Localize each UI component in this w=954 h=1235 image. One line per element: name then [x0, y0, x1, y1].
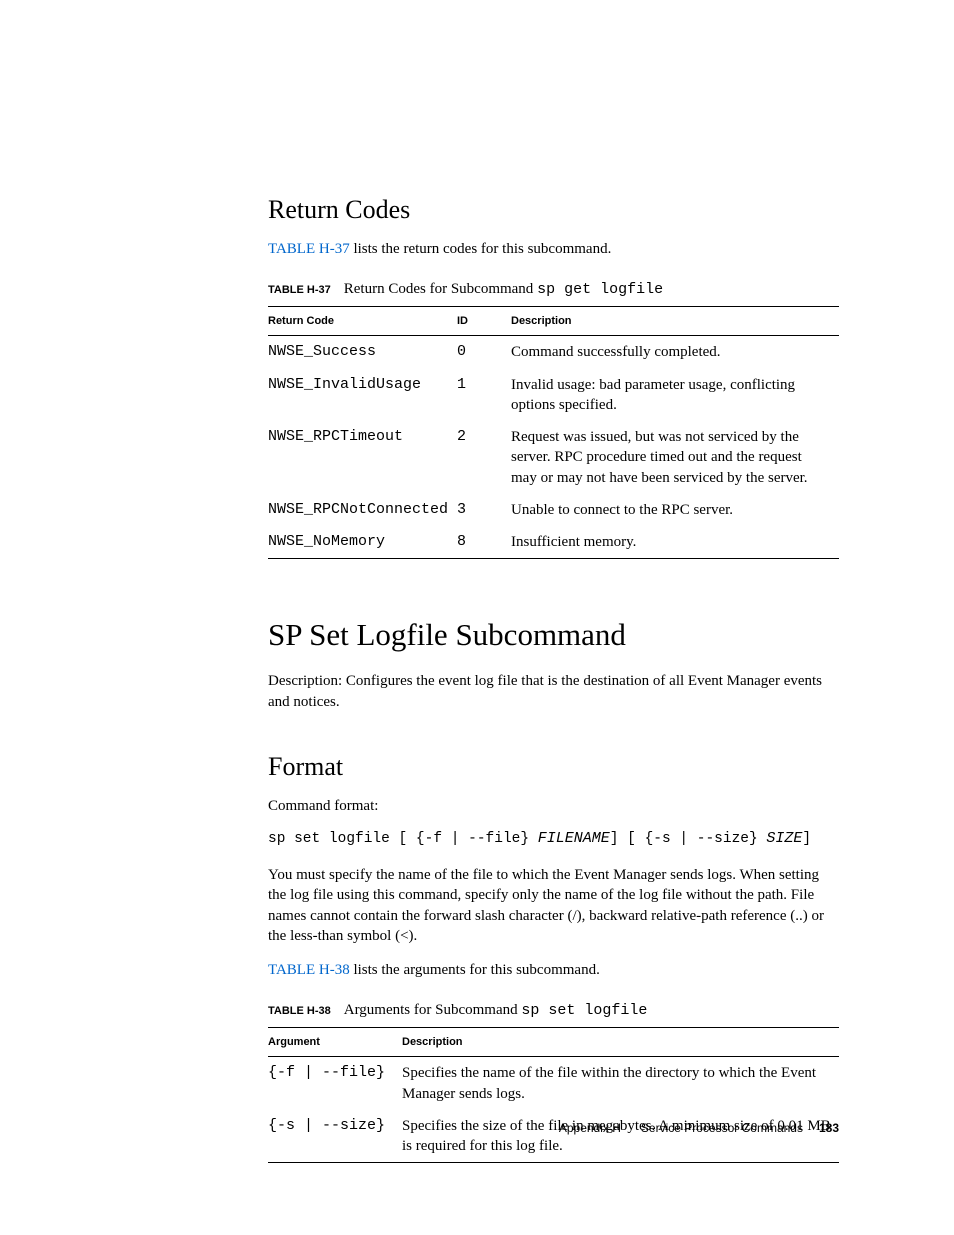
cell-id: 3	[457, 494, 511, 526]
caption-text-h37: Return Codes for Subcommand	[344, 281, 537, 297]
page-footer: Appendix H Service Processor Commands 183	[559, 1121, 839, 1135]
caption-code-h38: sp set logfile	[521, 1002, 647, 1019]
cmd-part: ] [ {-s | --size}	[610, 831, 767, 847]
col-id: ID	[457, 307, 511, 336]
cell-desc: Insufficient memory.	[511, 526, 839, 559]
caption-label-h37: TABLE H-37	[268, 284, 331, 296]
cell-desc: Request was issued, but was not serviced…	[511, 421, 839, 494]
format-label: Command format:	[268, 796, 839, 816]
col-description: Description	[511, 307, 839, 336]
cell-code: NWSE_InvalidUsage	[268, 369, 457, 422]
table-row: NWSE_InvalidUsage 1 Invalid usage: bad p…	[268, 369, 839, 422]
footer-page-number: 183	[819, 1121, 839, 1135]
xref-table-h37[interactable]: TABLE H-37	[268, 241, 350, 257]
footer-title: Service Processor Commands	[641, 1121, 803, 1135]
cell-code: NWSE_NoMemory	[268, 526, 457, 559]
intro-rest-2: lists the arguments for this subcommand.	[350, 962, 600, 978]
cell-desc: Invalid usage: bad parameter usage, conf…	[511, 369, 839, 422]
cell-desc: Unable to connect to the RPC server.	[511, 494, 839, 526]
table-caption-h38: TABLE H-38 Arguments for Subcommand sp s…	[268, 1002, 839, 1019]
cmd-var: SIZE	[766, 830, 802, 847]
xref-table-h38[interactable]: TABLE H-38	[268, 962, 350, 978]
table-row: NWSE_Success 0 Command successfully comp…	[268, 336, 839, 369]
intro-rest-1: lists the return codes for this subcomma…	[350, 241, 612, 257]
table-row: NWSE_RPCTimeout 2 Request was issued, bu…	[268, 421, 839, 494]
cell-desc: Specifies the size of the file in megaby…	[402, 1110, 839, 1163]
cell-arg: {-f | --file}	[268, 1057, 402, 1110]
cell-id: 1	[457, 369, 511, 422]
table-row: NWSE_RPCNotConnected 3 Unable to connect…	[268, 494, 839, 526]
cell-code: NWSE_RPCNotConnected	[268, 494, 457, 526]
col-argument: Argument	[268, 1028, 402, 1057]
caption-text-h38: Arguments for Subcommand	[344, 1002, 522, 1018]
section2-desc: Description: Configures the event log fi…	[268, 671, 839, 712]
table-caption-h37: TABLE H-37 Return Codes for Subcommand s…	[268, 281, 839, 298]
heading-sp-set-logfile: SP Set Logfile Subcommand	[268, 617, 839, 653]
cmd-part: sp set logfile [ {-f | --file}	[268, 831, 538, 847]
intro-paragraph-2: TABLE H-38 lists the arguments for this …	[268, 960, 839, 980]
cell-id: 2	[457, 421, 511, 494]
cell-desc: Command successfully completed.	[511, 336, 839, 369]
cmd-part: ]	[802, 831, 811, 847]
col-description: Description	[402, 1028, 839, 1057]
heading-return-codes: Return Codes	[268, 195, 839, 225]
cell-id: 8	[457, 526, 511, 559]
table-header-row: Argument Description	[268, 1028, 839, 1057]
table-header-row: Return Code ID Description	[268, 307, 839, 336]
table-return-codes: Return Code ID Description NWSE_Success …	[268, 306, 839, 559]
caption-code-h37: sp get logfile	[537, 281, 663, 298]
table-row: {-f | --file} Specifies the name of the …	[268, 1057, 839, 1110]
footer-appendix: Appendix H	[559, 1121, 621, 1135]
cell-code: NWSE_Success	[268, 336, 457, 369]
col-return-code: Return Code	[268, 307, 457, 336]
table-row: {-s | --size} Specifies the size of the …	[268, 1110, 839, 1163]
cell-code: NWSE_RPCTimeout	[268, 421, 457, 494]
cell-arg: {-s | --size}	[268, 1110, 402, 1163]
command-format: sp set logfile [ {-f | --file} FILENAME]…	[268, 830, 839, 847]
heading-format: Format	[268, 752, 839, 782]
section2-para: You must specify the name of the file to…	[268, 865, 839, 946]
caption-label-h38: TABLE H-38	[268, 1005, 331, 1017]
cmd-var: FILENAME	[538, 830, 610, 847]
table-row: NWSE_NoMemory 8 Insufficient memory.	[268, 526, 839, 559]
table-arguments: Argument Description {-f | --file} Speci…	[268, 1027, 839, 1163]
document-page: Return Codes TABLE H-37 lists the return…	[0, 0, 954, 1235]
intro-paragraph-1: TABLE H-37 lists the return codes for th…	[268, 239, 839, 259]
cell-desc: Specifies the name of the file within th…	[402, 1057, 839, 1110]
cell-id: 0	[457, 336, 511, 369]
